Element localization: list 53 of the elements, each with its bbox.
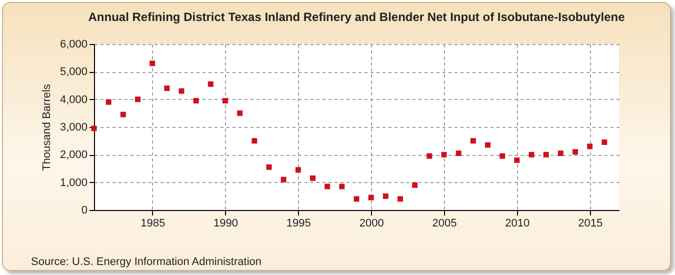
point: [368, 194, 374, 200]
point: [528, 152, 534, 158]
x-tick-label: 1990: [214, 218, 238, 230]
point: [150, 60, 156, 66]
point: [178, 88, 184, 94]
point: [324, 184, 330, 190]
x-tick-label: 2000: [359, 218, 384, 230]
point: [426, 153, 432, 159]
point: [310, 175, 316, 181]
point: [572, 149, 578, 155]
y-tick-label: 5,000: [60, 66, 88, 78]
point: [558, 150, 564, 156]
point: [382, 193, 388, 199]
point: [280, 176, 286, 182]
point: [295, 167, 301, 173]
point: [222, 98, 228, 104]
point: [266, 164, 272, 170]
point: [91, 126, 97, 132]
x-tick-label: 2015: [578, 218, 603, 230]
point: [339, 184, 345, 190]
point: [587, 144, 593, 150]
point: [164, 86, 170, 92]
source-note: Source: U.S. Energy Information Administration: [31, 256, 262, 268]
x-tick-label: 1985: [140, 218, 166, 230]
point: [135, 96, 140, 102]
point: [412, 182, 418, 188]
point: [543, 152, 549, 158]
y-tick-label: 3,000: [60, 122, 88, 134]
chart-title: Annual Refining District Texas Inland Refinery and Blender Net Input of Isobutane-Isobutylene: [88, 10, 626, 24]
y-tick-label: 6,000: [60, 38, 88, 50]
point: [441, 152, 447, 158]
point: [514, 157, 520, 163]
x-tick-label: 2010: [505, 218, 530, 230]
point: [398, 196, 403, 202]
x-tick-label: 1995: [286, 218, 311, 230]
point: [208, 81, 214, 87]
point: [120, 112, 126, 118]
x-tick-label: 2005: [432, 218, 457, 230]
y-tick-label: 4,000: [60, 94, 88, 106]
y-axis-title: Thousand Barrels: [40, 84, 53, 171]
point: [470, 138, 476, 144]
point: [456, 150, 462, 156]
point: [500, 153, 506, 159]
point: [602, 139, 608, 145]
point: [252, 138, 258, 144]
point: [106, 99, 112, 105]
point: [354, 196, 360, 202]
y-tick-label: 1,000: [60, 176, 88, 189]
point: [237, 110, 243, 116]
point: [485, 142, 490, 148]
y-tick-label: 0: [81, 204, 88, 216]
point: [193, 98, 199, 104]
y-tick-label: 2,000: [60, 149, 88, 162]
